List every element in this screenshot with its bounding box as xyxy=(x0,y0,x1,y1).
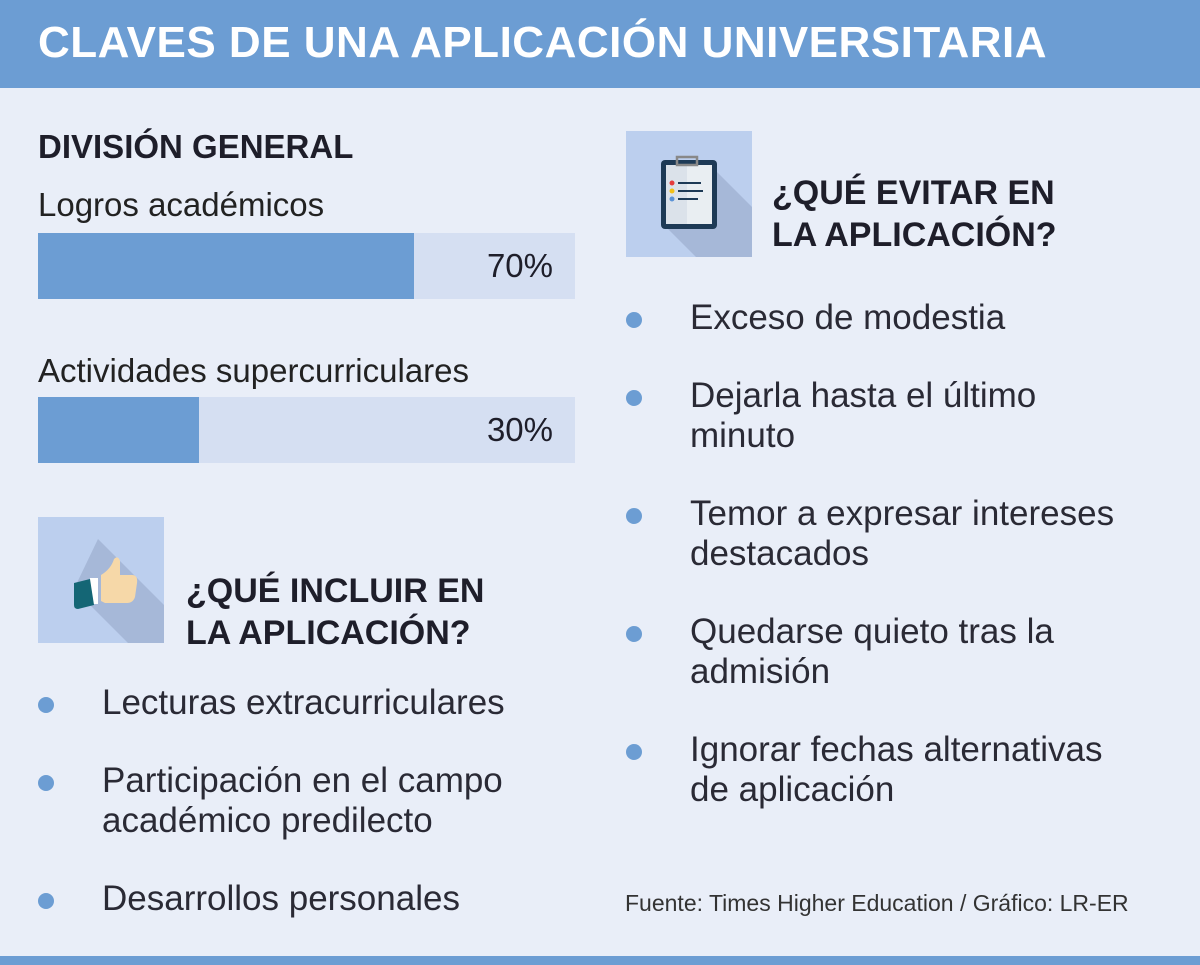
bar-value-label: 30% xyxy=(486,411,553,448)
bullet-icon xyxy=(626,390,642,406)
list-item: Lecturas extracurriculares xyxy=(38,683,598,723)
bar-track: 70% xyxy=(38,233,575,299)
incluir-title-line1: ¿QUÉ INCLUIR EN xyxy=(186,572,485,610)
bullet-icon xyxy=(38,775,54,791)
list-item-text: Quedarse quieto tras la admisión xyxy=(690,612,1054,691)
bullet-icon xyxy=(626,508,642,524)
main-title: CLAVES DE UNA APLICACIÓN UNIVERSITARIA xyxy=(38,18,1048,67)
bar-fill xyxy=(38,397,200,463)
bar-label: Actividades supercurriculares xyxy=(38,352,470,389)
footer-line xyxy=(0,956,1200,965)
bullet-icon xyxy=(626,626,642,642)
header: CLAVES DE UNA APLICACIÓN UNIVERSITARIA xyxy=(0,0,1200,88)
list-item-text: Lecturas extracurriculares xyxy=(102,683,505,722)
list-item: Quedarse quieto tras la admisión xyxy=(626,612,1186,692)
incluir-list: Lecturas extracurriculares Participación… xyxy=(38,683,598,957)
evitar-list: Exceso de modestia Dejarla hasta el últi… xyxy=(626,298,1186,848)
division-title: DIVISIÓN GENERAL xyxy=(38,128,354,165)
list-item-text: Ignorar fechas alternativas de aplicació… xyxy=(690,730,1103,809)
list-item: Exceso de modestia xyxy=(626,298,1186,338)
bullet-icon xyxy=(626,312,642,328)
thumbs-up-icon xyxy=(38,517,164,643)
list-item: Dejarla hasta el último minuto xyxy=(626,376,1186,456)
clipboard-icon xyxy=(626,131,752,257)
source-credit: Fuente: Times Higher Education / Gráfico… xyxy=(625,890,1129,916)
bar-label: Logros académicos xyxy=(38,186,325,223)
list-item: Temor a expresar intereses destacados xyxy=(626,494,1186,574)
bullet-icon xyxy=(38,697,54,713)
incluir-title-line2: LA APLICACIÓN? xyxy=(186,614,471,652)
bar-track: 30% xyxy=(38,397,575,463)
evitar-title-line1: ¿QUÉ EVITAR EN xyxy=(772,174,1055,212)
evitar-title: ¿QUÉ EVITAR EN LA APLICACIÓN? xyxy=(772,172,1057,256)
list-item: Desarrollos personales xyxy=(38,879,598,919)
list-item-text: Temor a expresar intereses destacados xyxy=(690,494,1115,573)
bullet-icon xyxy=(626,744,642,760)
list-item-text: Exceso de modestia xyxy=(690,298,1006,337)
list-item-text: Participación en el campo académico pred… xyxy=(102,761,503,840)
evitar-title-line2: LA APLICACIÓN? xyxy=(772,216,1057,254)
list-item-text: Dejarla hasta el último minuto xyxy=(690,376,1037,455)
bar-value-label: 70% xyxy=(486,247,553,284)
list-item: Participación en el campo académico pred… xyxy=(38,761,598,841)
bullet-icon xyxy=(38,893,54,909)
bar-fill xyxy=(38,233,414,299)
list-item: Ignorar fechas alternativas de aplicació… xyxy=(626,730,1186,810)
incluir-title: ¿QUÉ INCLUIR EN LA APLICACIÓN? xyxy=(186,570,484,654)
list-item-text: Desarrollos personales xyxy=(102,879,460,918)
